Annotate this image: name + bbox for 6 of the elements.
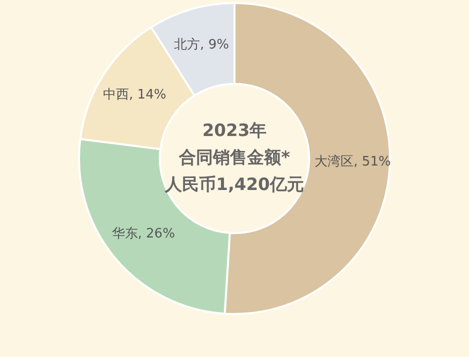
slice-label: 中西, 14% xyxy=(103,87,166,102)
slice-label: 北方, 9% xyxy=(174,36,229,52)
text: 2023年 xyxy=(202,120,267,141)
text: 合同销售金额* xyxy=(178,148,290,168)
slice-label: 华东, 26% xyxy=(112,226,175,242)
text: 人民币1,420亿元 xyxy=(164,174,304,195)
